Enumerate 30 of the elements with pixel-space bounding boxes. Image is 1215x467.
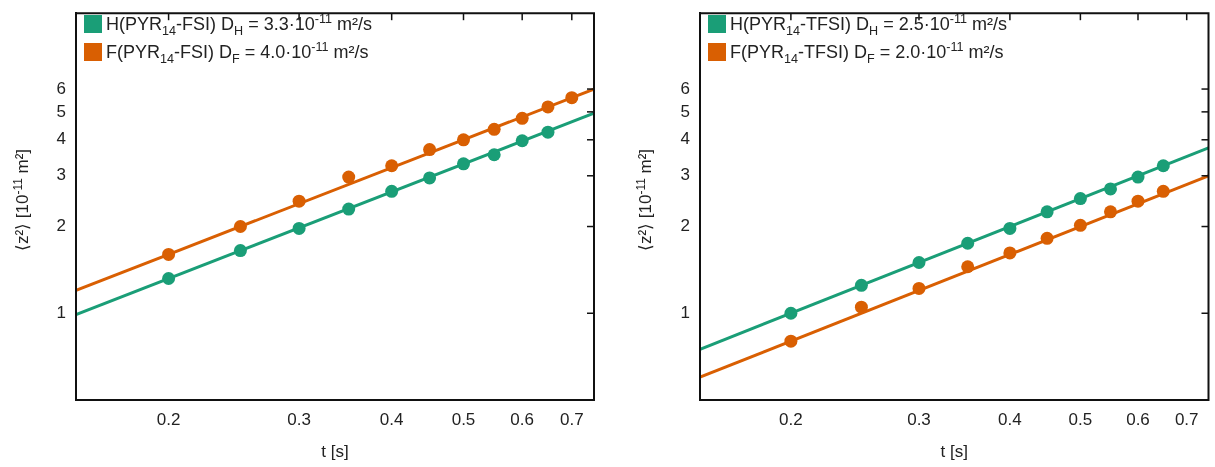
x-tick-label: 0.4	[379, 409, 404, 429]
y-tick-label: 5	[680, 101, 690, 121]
x-tick-label: 0.5	[1068, 409, 1093, 429]
x-tick-label: 0.2	[779, 409, 803, 429]
y-tick-label: 6	[56, 78, 66, 98]
y-tick-label: 1	[680, 302, 690, 322]
y-tick-label: 5	[56, 101, 66, 121]
x-tick-label: 0.3	[287, 409, 311, 429]
y-tick-label: 2	[56, 216, 66, 236]
x-axis-title: t [s]	[321, 442, 349, 462]
x-tick-label: 0.7	[559, 409, 584, 429]
x-axis-title: t [s]	[940, 442, 968, 462]
y-tick-label: 1	[56, 302, 66, 322]
y-tick-label: 6	[680, 78, 690, 98]
x-tick-label: 0.6	[1126, 409, 1150, 429]
y-tick-label: 4	[680, 129, 690, 149]
x-tick-label: 0.7	[1174, 409, 1199, 429]
y-tick-label: 2	[680, 216, 690, 236]
x-tick-label: 0.5	[451, 409, 476, 429]
x-tick-label: 0.3	[907, 409, 931, 429]
legend-label: F(PYR$_{14}$-FSI) D$_{F}$ = 4.0·10$^{-11}$ m²/s	[106, 39, 369, 66]
y-tick-label: 3	[680, 165, 690, 185]
legend-label: F(PYR$_{14}$-TFSI) D$_{F}$ = 2.0·10$^{-11}$ m²/s	[730, 39, 1004, 66]
x-tick-label: 0.4	[998, 409, 1022, 429]
x-tick-label: 0.6	[510, 409, 534, 429]
y-tick-label: 4	[56, 129, 66, 149]
legend-label: H(PYR$_{14}$-FSI) D$_{H}$ = 3.3·10$^{-11}$ m²/s	[106, 11, 372, 38]
legend-label: H(PYR$_{14}$-TFSI) D$_{H}$ = 2.5·10$^{-11}$ m²/s	[730, 11, 1007, 38]
y-tick-label: 3	[56, 165, 66, 185]
x-tick-label: 0.2	[156, 409, 181, 429]
